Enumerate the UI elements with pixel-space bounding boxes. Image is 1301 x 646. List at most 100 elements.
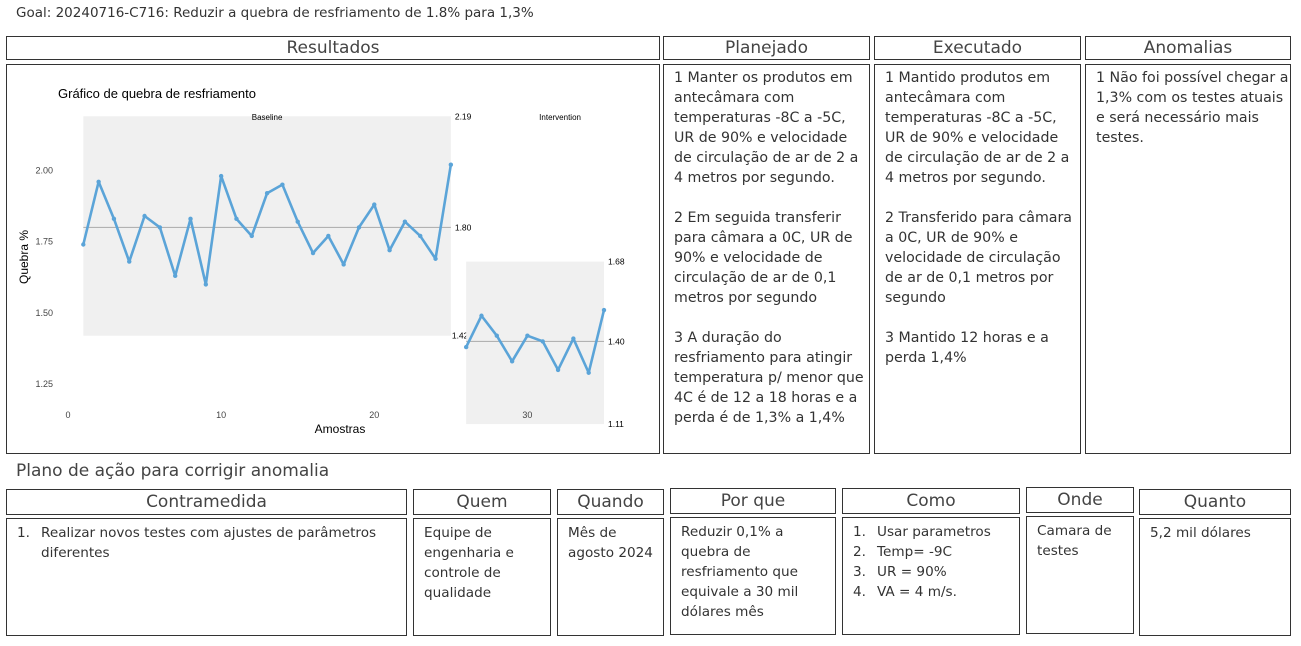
contramedida-cell: 1. Realizar novos testes com ajustes de p… — [6, 518, 407, 636]
data-point-1-9 — [203, 282, 209, 287]
x-tick-label-2: 20 — [369, 410, 379, 420]
y-tick-label-1: 1.50 — [35, 308, 53, 318]
quebra-chart: Gráfico de quebra de resfriamento Amostr… — [17, 86, 649, 453]
como-text-1: Usar parametros — [877, 524, 991, 540]
contramedida-item: 1. Realizar novos testes com ajustes de p… — [17, 523, 406, 563]
executado-text: 1 Mantido produtos em antecâmara com tem… — [875, 65, 1080, 368]
ucl-label-1: 2.19 — [455, 111, 472, 121]
y-tick-label-3: 2.00 — [35, 165, 53, 175]
header-anomalias: Anomalias — [1085, 36, 1291, 60]
x-tick-label-0: 0 — [65, 410, 70, 420]
data-point-2-3 — [494, 333, 499, 338]
chart-title: Gráfico de quebra de resfriamento — [58, 86, 256, 101]
header-contramedida: Contramedida — [6, 489, 407, 515]
como-number-3: 3. — [853, 564, 866, 580]
data-point-2-10 — [601, 307, 607, 313]
como-number-2: 2. — [853, 544, 866, 560]
quanto-text: 5,2 mil dólares — [1150, 525, 1251, 541]
planejado-text: 1 Manter os produtos em antecâmara com t… — [664, 65, 869, 428]
ucl-label-2: 1.68 — [608, 257, 625, 267]
data-point-1-16 — [310, 250, 316, 256]
como-number-1: 1. — [853, 524, 866, 540]
center-label-2: 1.40 — [608, 336, 625, 346]
porque-cell: Reduzir 0,1% a quebra de resfriamento qu… — [670, 517, 836, 635]
control-band-1 — [83, 116, 451, 336]
lcl-label-1: 1.42 — [452, 331, 469, 341]
anomalias-item-1: 1 Não foi possível chegar a 1,3% com os … — [1096, 70, 1289, 146]
como-item-3: 3. UR = 90% — [853, 562, 1019, 582]
data-point-2-8 — [571, 336, 576, 341]
como-item-2: 2. Temp= -9C — [853, 542, 1019, 562]
header-quanto: Quanto — [1139, 489, 1291, 515]
goal-text: Goal: 20240716-C716: Reduzir a quebra de… — [16, 5, 534, 21]
planejado-panel: 1 Manter os produtos em antecâmara com t… — [663, 64, 870, 454]
data-point-2-4 — [509, 359, 515, 364]
data-point-1-23 — [418, 233, 423, 239]
como-item-1: 1. Usar parametros — [853, 522, 1019, 542]
data-point-1-19 — [356, 225, 362, 230]
anomalias-text: 1 Não foi possível chegar a 1,3% com os … — [1086, 65, 1290, 148]
anomalias-panel: 1 Não foi possível chegar a 1,3% com os … — [1085, 64, 1291, 454]
results-chart-panel: Gráfico de quebra de resfriamento Amostr… — [6, 64, 660, 454]
data-point-2-2 — [479, 313, 484, 318]
action-plan-title: Plano de ação para corrigir anomalia — [16, 461, 330, 481]
phase-name-2: Intervention — [539, 113, 581, 122]
data-point-2-6 — [540, 339, 545, 344]
data-point-1-18 — [341, 262, 346, 267]
data-point-1-4 — [127, 259, 132, 264]
como-list: 1. Usar parametros 2. Temp= -9C 3. UR = 90%… — [853, 522, 1019, 602]
como-number-4: 4. — [853, 584, 866, 600]
executado-item-2: 2 Transferido para câmara a 0C, UR de 90… — [885, 210, 1072, 306]
x-tick-label-1: 10 — [216, 410, 226, 420]
header-quando: Quando — [557, 489, 664, 515]
x-axis-label: Amostras — [315, 422, 366, 436]
y-tick-label-0: 1.25 — [35, 379, 53, 389]
contramedida-number: 1. — [17, 525, 30, 541]
planejado-item-1: 1 Manter os produtos em antecâmara com t… — [674, 70, 859, 186]
data-point-1-21 — [387, 248, 392, 253]
data-point-1-1 — [81, 242, 86, 247]
lcl-label-2: 1.11 — [608, 419, 624, 429]
quanto-cell: 5,2 mil dólares — [1139, 518, 1291, 636]
data-point-1-5 — [142, 213, 147, 219]
data-point-1-2 — [96, 179, 101, 184]
planejado-item-3: 3 A duração do resfriamento para atingir… — [674, 330, 864, 426]
data-point-1-10 — [218, 173, 224, 179]
data-point-1-14 — [280, 182, 285, 187]
quando-text: Mês de agosto 2024 — [568, 525, 653, 561]
data-point-1-13 — [264, 191, 270, 196]
header-planejado: Planejado — [663, 36, 870, 60]
como-text-2: Temp= -9C — [877, 544, 952, 560]
porque-text: Reduzir 0,1% a quebra de resfriamento qu… — [681, 524, 799, 620]
data-point-1-6 — [157, 225, 163, 230]
quando-cell: Mês de agosto 2024 — [557, 518, 664, 636]
header-por-que: Por que — [670, 488, 836, 514]
executado-item-1: 1 Mantido produtos em antecâmara com tem… — [885, 70, 1070, 186]
data-point-1-17 — [326, 233, 331, 239]
como-text-4: VA = 4 m/s. — [877, 584, 957, 600]
data-point-1-22 — [402, 219, 408, 224]
data-point-1-15 — [295, 219, 300, 224]
data-point-1-8 — [188, 216, 193, 222]
data-point-2-9 — [586, 370, 591, 375]
data-point-1-20 — [372, 202, 377, 207]
como-item-4: 4. VA = 4 m/s. — [853, 582, 1019, 602]
data-point-2-5 — [525, 333, 530, 338]
executado-panel: 1 Mantido produtos em antecâmara com tem… — [874, 64, 1081, 454]
contramedida-text: Realizar novos testes com ajustes de par… — [41, 525, 377, 561]
x-tick-label-3: 30 — [522, 410, 532, 420]
executado-item-3: 3 Mantido 12 horas e a perda 1,4% — [885, 330, 1049, 366]
header-como: Como — [842, 488, 1020, 514]
data-point-1-24 — [433, 256, 438, 261]
header-executado: Executado — [874, 36, 1081, 60]
data-point-2-1 — [463, 344, 469, 350]
y-tick-label-2: 1.75 — [35, 237, 53, 247]
onde-cell: Camara de testes — [1026, 516, 1134, 634]
data-point-1-3 — [111, 216, 117, 222]
center-label-1: 1.80 — [455, 222, 472, 232]
quem-text: Equipe de engenharia e controle de quali… — [424, 525, 514, 601]
data-point-1-7 — [173, 273, 178, 279]
phase-name-1: Baseline — [252, 113, 283, 122]
header-quem: Quem — [413, 489, 551, 515]
series-line-2 — [465, 309, 606, 375]
